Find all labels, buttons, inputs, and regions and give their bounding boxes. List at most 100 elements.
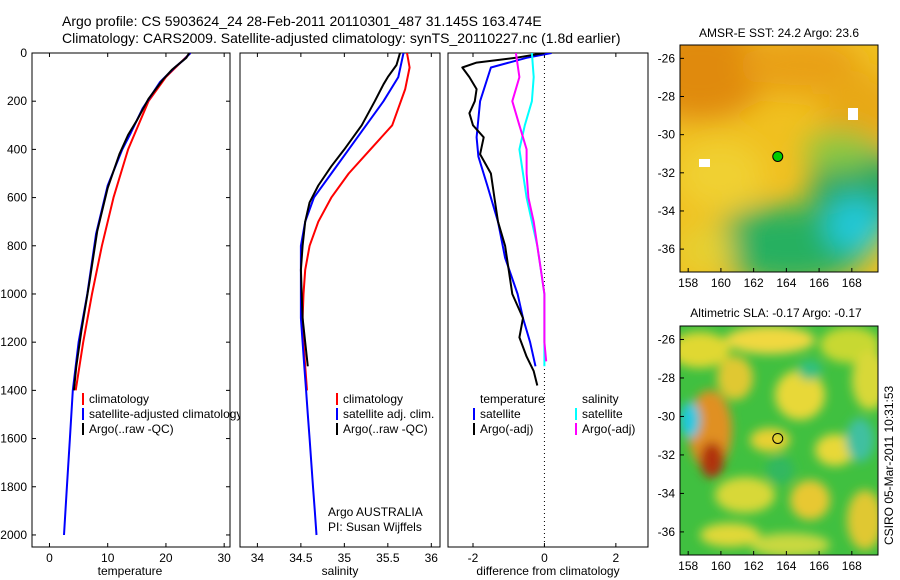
sla-field — [680, 326, 878, 555]
x-tick-label: 30 — [217, 551, 231, 565]
map-x-tick-label: 160 — [711, 559, 731, 573]
series-line-argo-raw-qc — [72, 53, 191, 391]
map-y-tick-label: -32 — [658, 448, 676, 462]
map-y-tick-label: -28 — [658, 90, 676, 104]
legend-label: Argo(-adj) — [582, 422, 635, 436]
y-tick-label: 1600 — [0, 432, 27, 446]
legend-heading: temperature — [480, 392, 545, 406]
temperature-x-ticks: 0 10 20 30 — [32, 52, 231, 565]
y-tick-label: 2000 — [0, 528, 27, 542]
argo-australia-note: Argo AUSTRALIA — [328, 505, 423, 519]
map-x-tick-label: 164 — [776, 276, 796, 290]
map-x-tick-label: 160 — [711, 276, 731, 290]
map-y-tick-label: -32 — [658, 166, 676, 180]
sst-map-y-ticks: -26 -28 -30 -32 -34 -36 — [658, 51, 684, 256]
y-tick-label: 800 — [7, 239, 27, 253]
temperature-y-ticks: 0 200 400 600 800 1000 1200 1400 1600 1800 2000 — [0, 46, 27, 542]
y-tick-label: 600 — [7, 191, 27, 205]
sst-profile-marker — [772, 150, 784, 162]
map-x-tick-label: 168 — [842, 276, 862, 290]
series-line-argo-adj — [511, 53, 548, 362]
salinity-panel: 34 34.5 35 35.5 36 salinity climatologysatel… — [239, 52, 441, 578]
series-line-argo-adj — [461, 53, 545, 386]
map-y-tick-label: -26 — [658, 51, 676, 65]
map-x-tick-label: 164 — [776, 559, 796, 573]
legend-label: Argo(..raw -QC) — [343, 422, 428, 436]
map-y-tick-label: -34 — [658, 204, 676, 218]
salinity-axes-frame — [239, 52, 441, 548]
x-tick-label: 35.5 — [376, 551, 400, 565]
map-x-tick-label: 162 — [744, 559, 764, 573]
y-tick-label: 0 — [20, 46, 27, 60]
csiro-stamp: CSIRO 05-Mar-2011 10:31:53 — [882, 385, 896, 545]
sla-profile-marker — [772, 432, 784, 444]
difference-legend: temperaturesatelliteArgo(-adj)salinitysa… — [473, 392, 635, 436]
temperature-axes-frame — [31, 52, 231, 548]
y-tick-label: 400 — [7, 142, 27, 156]
map-x-tick-label: 158 — [678, 559, 698, 573]
salinity-x-label: salinity — [322, 564, 359, 578]
map-y-tick-label: -36 — [658, 242, 676, 256]
map-y-tick-label: -28 — [658, 371, 676, 385]
legend-label: Argo(..raw -QC) — [89, 422, 174, 436]
sla-map-y-ticks: -26 -28 -30 -32 -34 -36 — [658, 332, 684, 539]
sla-map-x-ticks: 158 160 162 164 166 168 — [678, 551, 862, 573]
sst-map-frame — [679, 44, 879, 273]
series-line-argo-raw-qc — [299, 53, 401, 367]
map-x-tick-label: 168 — [842, 559, 862, 573]
sla-map-frame — [679, 325, 879, 556]
x-tick-label: 0 — [46, 551, 53, 565]
y-tick-label: 1400 — [0, 383, 27, 397]
x-tick-label: -2 — [468, 551, 479, 565]
map-y-tick-label: -36 — [658, 525, 676, 539]
map-y-tick-label: -30 — [658, 409, 676, 423]
x-tick-label: 35 — [338, 551, 352, 565]
header-line-2: Climatology: CARS2009. Satellite-adjuste… — [62, 30, 620, 46]
sla-map-panel: Altimetric SLA: -0.17 Argo: -0.17 — [658, 306, 879, 573]
x-tick-label: 0 — [541, 551, 548, 565]
series-line-climatology — [301, 53, 411, 391]
map-y-tick-label: -26 — [658, 332, 676, 346]
temperature-series-group — [63, 53, 192, 536]
x-tick-label: 2 — [613, 551, 620, 565]
map-x-tick-label: 158 — [678, 276, 698, 290]
y-tick-label: 200 — [7, 94, 27, 108]
legend-label: satellite — [480, 407, 521, 421]
pi-note: PI: Susan Wijffels — [328, 520, 422, 534]
legend-label: climatology — [89, 392, 149, 406]
map-y-tick-label: -30 — [658, 128, 676, 142]
legend-label: climatology — [343, 392, 403, 406]
sst-map-panel: AMSR-E SST: 24.2 Argo: 23.6 158 160 162 164… — [658, 26, 879, 290]
legend-heading: salinity — [582, 392, 619, 406]
legend-label: satellite — [582, 407, 623, 421]
legend-label: Argo(-adj) — [480, 422, 533, 436]
map-x-tick-label: 166 — [809, 276, 829, 290]
map-x-tick-label: 166 — [809, 559, 829, 573]
salinity-series-group — [299, 53, 411, 536]
header-line-1: Argo profile: CS 5903624_24 28-Feb-2011 … — [62, 13, 542, 29]
map-x-tick-label: 162 — [744, 276, 764, 290]
difference-panel: -2 0 2 difference from climatology tempera… — [447, 52, 649, 578]
sst-map-title: AMSR-E SST: 24.2 Argo: 23.6 — [699, 26, 859, 40]
salinity-x-ticks: 34 34.5 35 35.5 36 — [251, 53, 439, 565]
sla-map-title: Altimetric SLA: -0.17 Argo: -0.17 — [690, 306, 862, 320]
map-y-tick-label: -34 — [658, 486, 676, 500]
x-tick-label: 34.5 — [289, 551, 313, 565]
y-tick-label: 1800 — [0, 480, 27, 494]
legend-label: satellite adj. clim. — [343, 407, 434, 421]
y-tick-label: 1000 — [0, 287, 27, 301]
temperature-x-label: temperature — [98, 564, 163, 578]
legend-label: satellite-adjusted climatology — [89, 407, 242, 421]
y-tick-label: 1200 — [0, 335, 27, 349]
x-tick-label: 34 — [251, 551, 265, 565]
x-tick-label: 20 — [159, 551, 173, 565]
difference-series-group — [461, 53, 552, 386]
sst-map-x-ticks: 158 160 162 164 166 168 — [678, 268, 862, 290]
temperature-panel: 0 200 400 600 800 1000 1200 1400 1600 1800 2000 0 1… — [0, 46, 242, 578]
difference-x-label: difference from climatology — [476, 564, 619, 578]
x-tick-label: 10 — [101, 551, 115, 565]
x-tick-label: 36 — [425, 551, 439, 565]
